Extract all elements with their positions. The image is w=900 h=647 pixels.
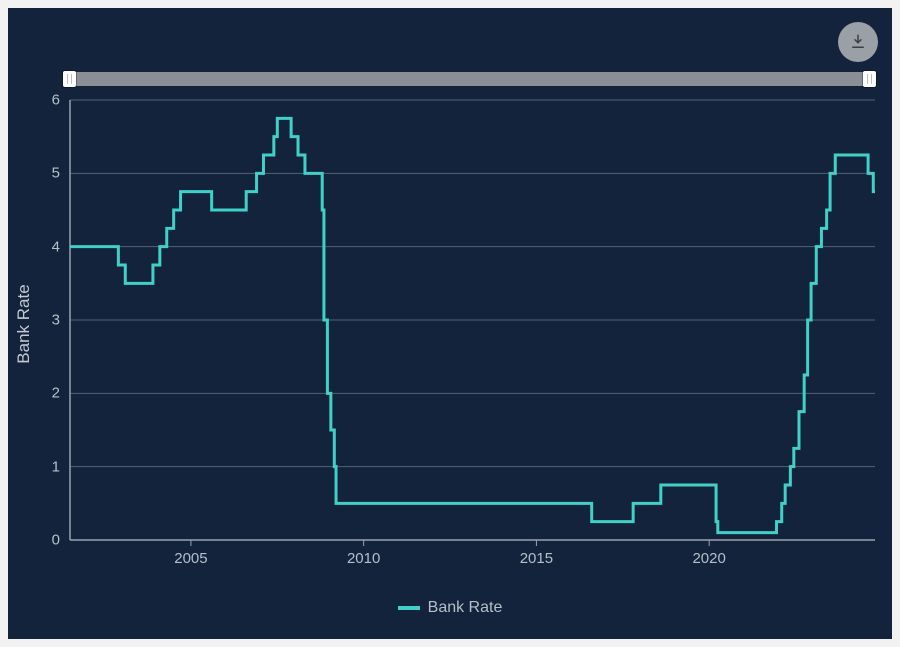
- y-tick-label: 1: [52, 458, 60, 475]
- x-tick-label: 2010: [347, 550, 380, 567]
- download-icon: [849, 33, 867, 51]
- y-tick-label: 6: [52, 92, 60, 109]
- chart-frame: Bank Rate 01234562005201020152020 Bank R…: [8, 8, 892, 639]
- y-tick-label: 0: [52, 532, 60, 549]
- legend-label: Bank Rate: [428, 599, 503, 617]
- plot-svg: [70, 100, 875, 540]
- range-scrubber[interactable]: [65, 72, 874, 86]
- x-tick-label: 2005: [174, 550, 207, 567]
- x-tick-label: 2020: [692, 550, 725, 567]
- legend-swatch: [398, 606, 420, 610]
- x-tick-label: 2015: [520, 550, 553, 567]
- y-tick-label: 4: [52, 238, 60, 255]
- range-handle-left[interactable]: [63, 71, 76, 87]
- range-handle-right[interactable]: [863, 71, 876, 87]
- y-tick-label: 2: [52, 385, 60, 402]
- y-tick-label: 3: [52, 312, 60, 329]
- legend: Bank Rate: [8, 599, 892, 617]
- plot-area: 01234562005201020152020: [70, 100, 875, 540]
- y-axis-title: Bank Rate: [14, 284, 34, 363]
- download-button[interactable]: [838, 22, 878, 62]
- y-tick-label: 5: [52, 165, 60, 182]
